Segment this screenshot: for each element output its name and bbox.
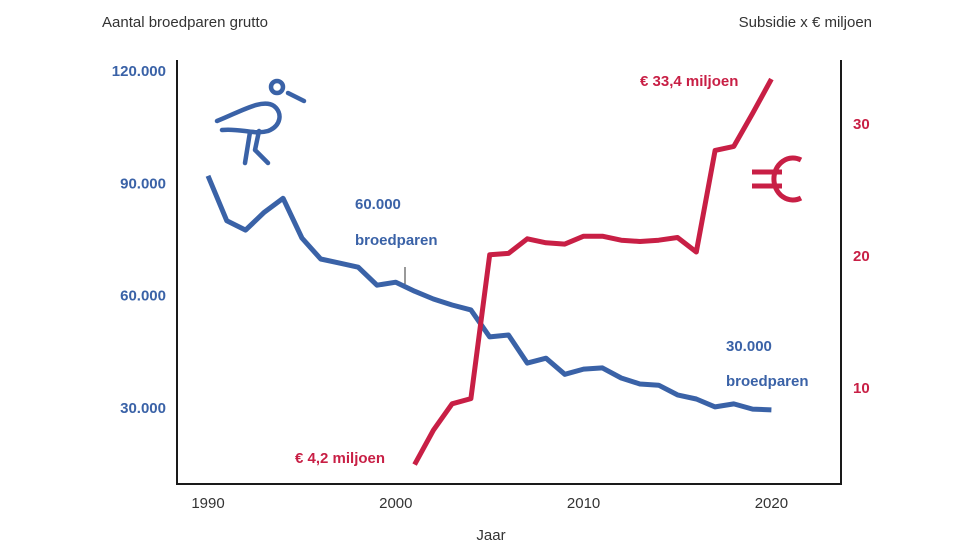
annotation-60000-label: broedparen (355, 232, 438, 249)
y-left-tick-label: 60.000 (120, 288, 166, 305)
data-points (207, 79, 772, 465)
annotation-end-subsidie: € 33,4 miljoen (640, 73, 738, 90)
y-left-ticks: 30.000 60.000 90.000 120.000 (112, 63, 166, 417)
x-tick-label: 2020 (755, 495, 788, 512)
x-tick-label: 2010 (567, 495, 600, 512)
x-tick-label: 2000 (379, 495, 412, 512)
x-axis-title: Jaar (476, 527, 505, 544)
x-tick-label: 1990 (191, 495, 224, 512)
y-left-tick-label: 30.000 (120, 400, 166, 417)
x-ticks: 1990 2000 2010 2020 (191, 495, 788, 512)
y-left-tick-label: 120.000 (112, 63, 166, 80)
y-left-axis-title: Aantal broedparen grutto (102, 14, 268, 31)
y-right-tick-label: 10 (853, 380, 870, 397)
y-right-tick-label: 20 (853, 248, 870, 265)
y-left-tick-label: 90.000 (120, 175, 166, 192)
annotation-30000-label: broedparen (726, 373, 809, 390)
y-right-ticks: 10 20 30 (853, 116, 870, 397)
series-line-broedparen (205, 174, 772, 413)
series-line-subsidie (412, 77, 774, 466)
annotation-start-subsidie: € 4,2 miljoen (295, 450, 385, 467)
y-right-axis-title: Subsidie x € miljoen (739, 14, 872, 31)
annotation-30000-value: 30.000 (726, 338, 772, 355)
y-right-tick-label: 30 (853, 116, 870, 133)
annotation-60000-value: 60.000 (355, 196, 401, 213)
euro-icon (752, 155, 803, 203)
bird-grutto-icon (214, 78, 307, 166)
